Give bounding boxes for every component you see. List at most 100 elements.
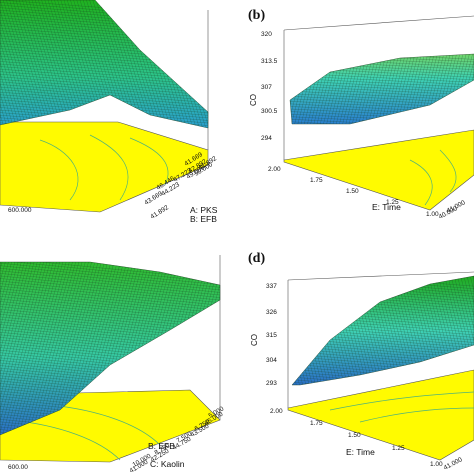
mesh-line bbox=[20, 262, 71, 435]
mesh-line bbox=[0, 262, 45, 435]
mesh-line bbox=[0, 86, 208, 103]
panel-d-contour-2 bbox=[359, 407, 474, 423]
mesh-line bbox=[288, 124, 474, 133]
mesh-line bbox=[4, 262, 55, 435]
mesh-line bbox=[367, 54, 388, 124]
mesh-line bbox=[0, 262, 13, 435]
mesh-line bbox=[0, 262, 20, 435]
panel-d-floor bbox=[287, 369, 474, 461]
mesh-line bbox=[0, 0, 21, 128]
mesh-line bbox=[207, 0, 208, 128]
panel-b: (b) CO E: Time 320 313.5 307 300.5 294 2.00 1.… bbox=[207, 8, 474, 221]
mesh-line bbox=[22, 0, 63, 128]
mesh-line bbox=[0, 293, 220, 316]
mesh-line bbox=[105, 0, 146, 128]
mesh-line bbox=[0, 74, 208, 91]
panel-a-x-axis-label-1: A: PKS bbox=[190, 205, 218, 215]
panel-d-x-tick-label: 1.50 bbox=[348, 432, 361, 439]
panel-d-z-tick-label: 326 bbox=[266, 309, 277, 316]
panel-d-x-tick-label: 2.00 bbox=[270, 408, 283, 415]
mesh-line bbox=[6, 0, 47, 128]
mesh-line bbox=[0, 71, 208, 88]
mesh-line bbox=[0, 262, 26, 435]
mesh-line bbox=[0, 288, 220, 311]
mesh-line bbox=[0, 0, 31, 128]
mesh-line bbox=[3, 0, 44, 128]
mesh-line bbox=[290, 85, 474, 96]
mesh-line bbox=[0, 270, 220, 293]
panel-a-x-axis-label-2: B: EFB bbox=[190, 214, 217, 224]
mesh-line bbox=[19, 0, 60, 128]
mesh-line bbox=[0, 0, 25, 128]
panel-b-back-edge bbox=[283, 15, 474, 31]
mesh-line bbox=[207, 50, 227, 128]
panel-b-z-tick-label: 320 bbox=[261, 31, 272, 38]
panel-c-y-tick-label: 600.00 bbox=[8, 464, 28, 471]
mesh-line bbox=[0, 268, 220, 291]
mesh-line bbox=[15, 0, 57, 128]
mesh-line bbox=[26, 262, 77, 435]
mesh-line bbox=[0, 275, 220, 298]
mesh-line bbox=[370, 54, 391, 124]
mesh-line bbox=[0, 278, 220, 301]
mesh-line bbox=[29, 262, 81, 435]
panel-a-floor bbox=[0, 121, 209, 213]
mesh-line bbox=[0, 0, 9, 128]
panel-b-x-tick-label: 1.25 bbox=[386, 199, 399, 206]
panel-b-x-tick-label: 1.75 bbox=[310, 177, 323, 184]
panel-d-contour-1 bbox=[329, 391, 474, 411]
mesh-line bbox=[35, 0, 76, 128]
mesh-line bbox=[10, 262, 61, 435]
mesh-line bbox=[0, 285, 220, 309]
mesh-line bbox=[0, 262, 220, 286]
panel-c: B: EFB C: Kaolin 45.0005.00043.5006.2504… bbox=[0, 255, 225, 474]
panel-a-x-tick-label: 41.892 bbox=[149, 204, 170, 221]
panel-c-x-axis-label-2: C: Kaolin bbox=[150, 459, 185, 469]
mesh-line bbox=[0, 262, 36, 435]
mesh-line bbox=[210, 50, 230, 128]
mesh-line bbox=[290, 80, 474, 91]
mesh-line bbox=[31, 0, 73, 128]
panel-d-x-tick-label: 1.25 bbox=[392, 445, 405, 452]
mesh-line bbox=[0, 76, 208, 93]
mesh-line bbox=[1, 262, 52, 435]
mesh-line bbox=[229, 272, 259, 390]
mesh-line bbox=[453, 276, 474, 385]
mesh-line bbox=[239, 50, 259, 128]
mesh-line bbox=[0, 0, 28, 128]
mesh-line bbox=[360, 54, 381, 124]
mesh-line bbox=[363, 54, 385, 124]
panel-a-y-tick-label: 600.000 bbox=[8, 207, 32, 214]
mesh-line bbox=[216, 272, 246, 390]
mesh-line bbox=[38, 0, 79, 128]
mesh-line bbox=[0, 79, 208, 96]
panel-a-contour-1 bbox=[39, 139, 79, 201]
mesh-line bbox=[223, 50, 243, 128]
mesh-line bbox=[230, 50, 250, 128]
panel-c-surface bbox=[0, 261, 221, 436]
panel-d-letter: (d) bbox=[248, 251, 265, 266]
panel-d-x-axis-label: E: Time bbox=[346, 447, 375, 457]
panel-b-letter: (b) bbox=[248, 8, 265, 23]
panel-b-x-tick-label: 2.00 bbox=[268, 166, 281, 173]
mesh-line bbox=[214, 50, 234, 128]
mesh-line bbox=[0, 298, 220, 321]
mesh-line bbox=[232, 272, 262, 390]
mesh-line bbox=[465, 276, 474, 385]
mesh-line bbox=[290, 54, 474, 60]
mesh-line bbox=[0, 273, 220, 296]
panel-b-x-axis-label: E: Time bbox=[372, 202, 401, 212]
mesh-line bbox=[226, 272, 256, 390]
mesh-line bbox=[292, 276, 311, 385]
panel-b-x-tick-label: 1.50 bbox=[346, 188, 359, 195]
mesh-line bbox=[290, 83, 474, 93]
panel-d-z-tick-label: 304 bbox=[266, 357, 277, 364]
panel-b-ticks: 320313.5307300.52942.001.751.501.251.004… bbox=[261, 31, 467, 221]
mesh-line bbox=[211, 0, 251, 130]
mesh-line bbox=[0, 0, 15, 128]
panel-a-contour-3 bbox=[129, 137, 169, 186]
panel-b-z-tick-label: 300.5 bbox=[261, 108, 278, 115]
mesh-line bbox=[0, 0, 41, 128]
mesh-line bbox=[456, 276, 474, 385]
